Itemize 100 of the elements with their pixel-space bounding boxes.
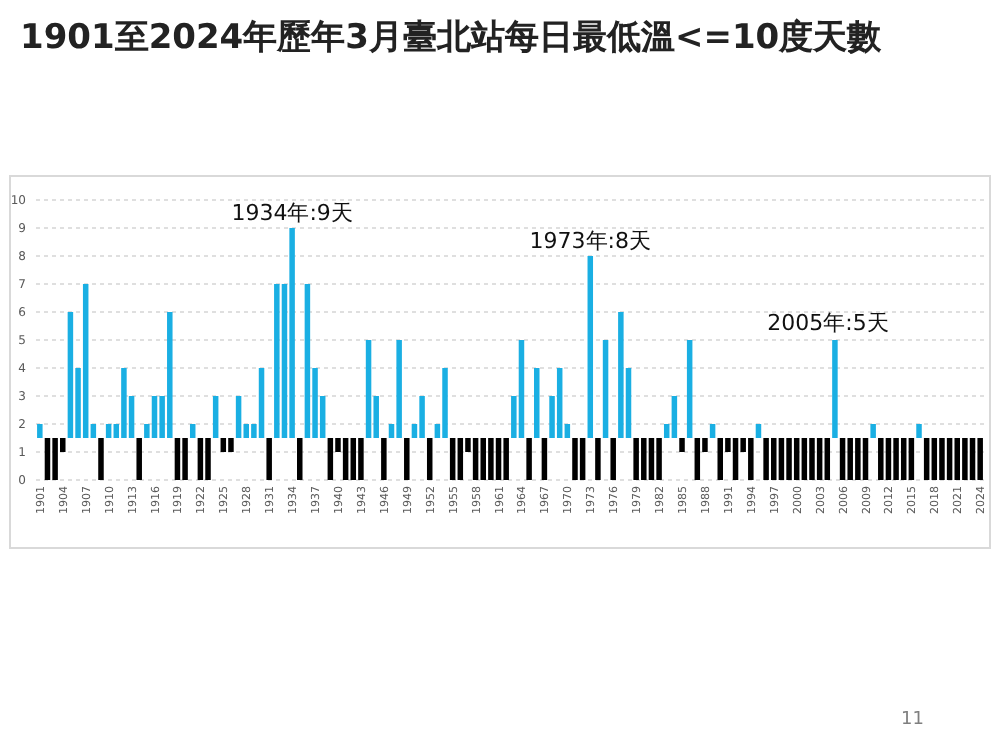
bar xyxy=(488,438,494,480)
bar xyxy=(541,438,548,480)
bar xyxy=(732,438,739,480)
bar xyxy=(197,438,204,480)
bar xyxy=(969,438,976,480)
bar xyxy=(801,438,808,480)
bar xyxy=(228,438,234,452)
annotation: 2005年:5天 xyxy=(767,310,889,336)
bar xyxy=(98,438,104,480)
bar xyxy=(556,368,563,438)
bar xyxy=(610,438,616,480)
bar xyxy=(824,438,831,480)
bar xyxy=(182,438,188,480)
bar xyxy=(602,340,609,438)
bar xyxy=(717,438,723,480)
bar xyxy=(778,438,785,480)
bar xyxy=(931,438,938,480)
bar xyxy=(977,438,983,480)
bar xyxy=(579,438,586,480)
bar xyxy=(748,438,754,480)
bar xyxy=(839,438,846,480)
bar xyxy=(136,438,142,480)
bar xyxy=(946,438,953,480)
bar xyxy=(205,438,211,480)
bar xyxy=(442,368,448,438)
bar xyxy=(327,438,334,480)
bar xyxy=(235,396,242,438)
bar xyxy=(472,438,479,480)
bar xyxy=(151,396,158,438)
bar xyxy=(679,438,685,452)
bar xyxy=(457,438,464,480)
bar xyxy=(105,424,112,438)
bar xyxy=(595,438,601,480)
bar xyxy=(755,424,762,438)
bar xyxy=(480,438,486,480)
bar xyxy=(381,438,387,480)
bar xyxy=(923,438,930,480)
bar xyxy=(694,438,701,480)
bar xyxy=(121,368,127,438)
bar xyxy=(37,424,43,438)
bar xyxy=(878,438,884,480)
bar xyxy=(426,438,433,480)
bar xyxy=(809,438,815,480)
bar xyxy=(793,438,800,480)
bar xyxy=(832,340,838,438)
bar xyxy=(939,438,945,480)
bar xyxy=(358,438,364,480)
bar xyxy=(289,228,295,438)
bar xyxy=(365,340,372,438)
bar xyxy=(893,438,899,480)
bar xyxy=(709,424,716,438)
text: 11 xyxy=(901,710,924,730)
bar xyxy=(686,340,693,438)
bar xyxy=(167,312,173,438)
bar xyxy=(618,312,624,438)
bar xyxy=(641,438,647,480)
bar xyxy=(258,368,265,438)
bar xyxy=(962,438,968,480)
bar xyxy=(534,368,540,438)
bar xyxy=(174,438,181,480)
bar xyxy=(816,438,823,480)
bar xyxy=(52,438,58,480)
bar xyxy=(297,438,303,480)
bar xyxy=(526,438,532,480)
bar xyxy=(900,438,907,480)
bar xyxy=(847,438,853,480)
bar xyxy=(771,438,777,480)
bar xyxy=(648,438,655,480)
bar xyxy=(342,438,349,480)
bar xyxy=(518,340,525,438)
bar xyxy=(916,424,922,438)
bar xyxy=(220,438,227,452)
annotation: 1973年:8天 xyxy=(529,228,651,254)
bar xyxy=(304,284,311,438)
bar xyxy=(908,438,915,480)
bar xyxy=(266,438,272,480)
bar xyxy=(396,340,402,438)
bar xyxy=(671,396,678,438)
bar xyxy=(862,438,869,480)
bar xyxy=(67,312,74,438)
bar xyxy=(404,438,410,480)
bar xyxy=(449,438,456,480)
bar xyxy=(503,438,509,480)
bar xyxy=(189,424,196,438)
bar xyxy=(656,438,662,480)
bar xyxy=(274,284,280,438)
bar xyxy=(786,438,792,480)
bar xyxy=(44,438,51,480)
bar xyxy=(763,438,769,480)
bar xyxy=(885,438,892,480)
bar xyxy=(212,396,219,438)
bar xyxy=(587,256,594,438)
bar xyxy=(350,438,357,480)
bar xyxy=(954,438,960,480)
bar xyxy=(495,438,502,480)
bar xyxy=(870,424,876,438)
bar xyxy=(82,284,89,438)
bar xyxy=(419,396,425,438)
bar xyxy=(855,438,861,480)
annotation: 1934年:9天 xyxy=(231,200,353,226)
